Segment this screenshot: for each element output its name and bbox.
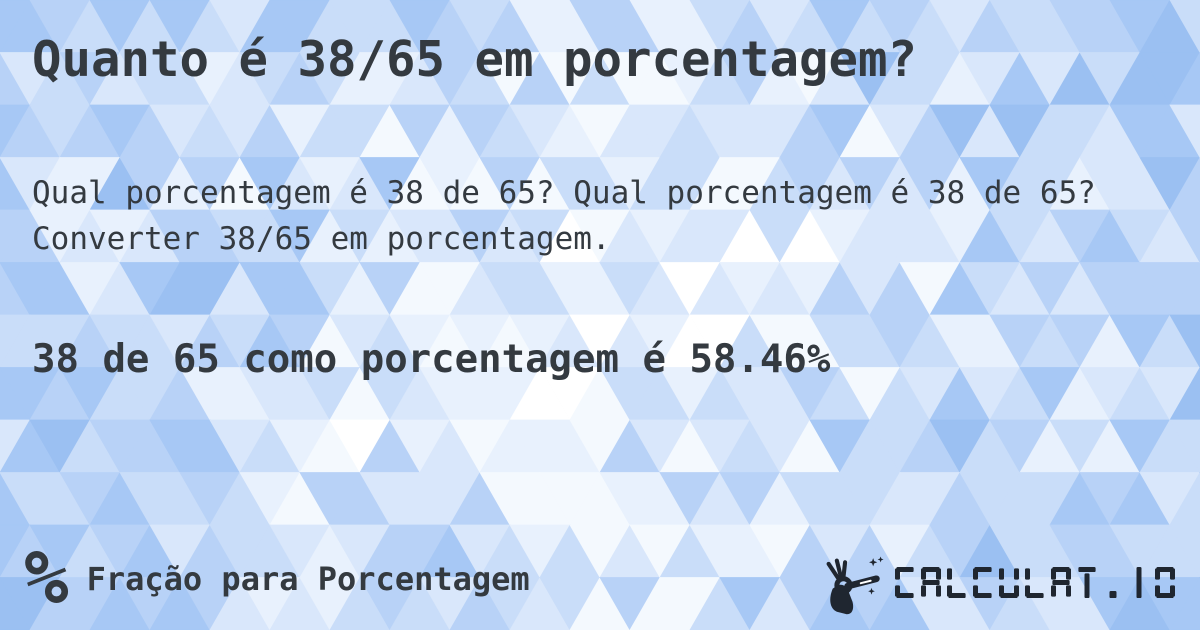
star-icon (869, 558, 878, 567)
calculatio-logo (822, 554, 1175, 620)
category-label: Fração para Porcentagem (86, 560, 530, 598)
page-description: Qual porcentagem é 38 de 65? Qual porcen… (32, 175, 1096, 257)
star-icon (877, 556, 884, 563)
page-title: Quanto é 38/65 em porcentagem? (32, 31, 918, 88)
percent-icon: % (24, 535, 69, 621)
category-badge: % Fração para Porcentagem (24, 541, 530, 615)
hand-magic-wand-icon (826, 556, 884, 615)
answer-heading: 38 de 65 como porcentagem é 58.46% (32, 337, 831, 382)
star-icon (868, 587, 875, 595)
calculatio-wordmark (895, 567, 1175, 598)
